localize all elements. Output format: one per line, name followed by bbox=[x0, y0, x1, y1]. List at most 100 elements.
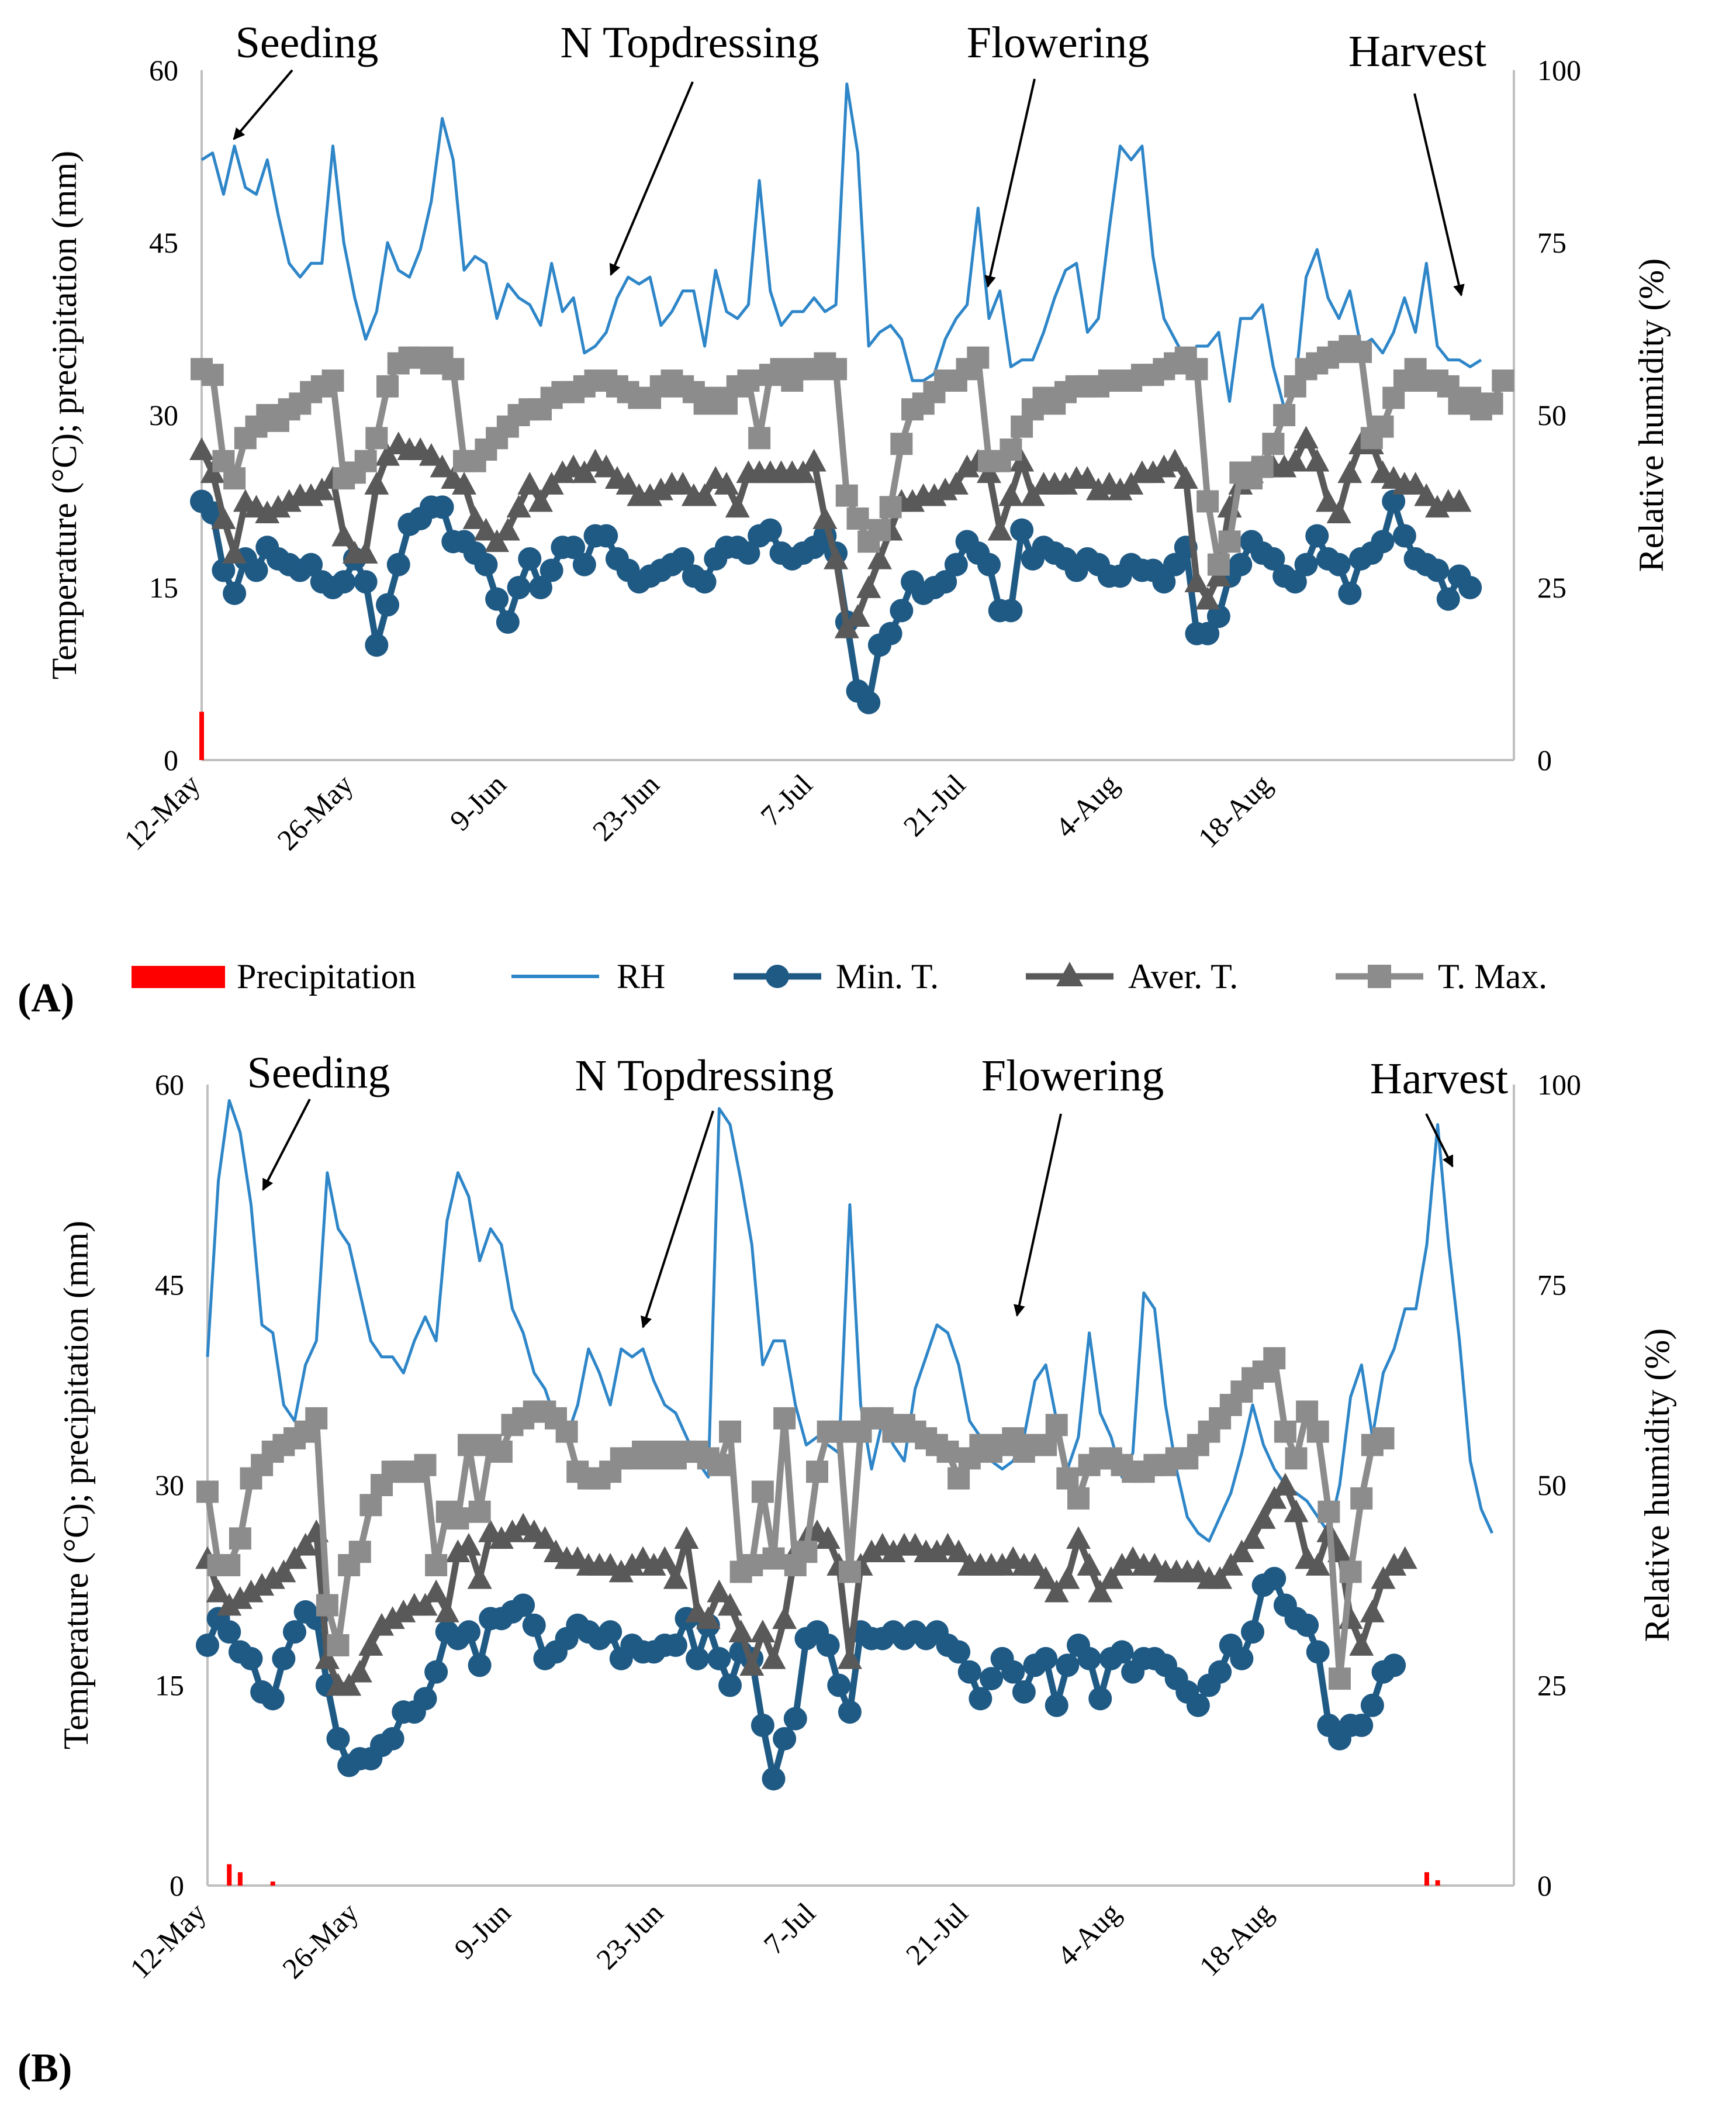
panel-b-min-t-point bbox=[272, 1646, 296, 1670]
panel-b-min-t-point bbox=[511, 1593, 535, 1617]
panel-a-flowering-arrow bbox=[984, 78, 1036, 288]
panel-b-aver-t-point bbox=[652, 1546, 677, 1569]
panel-a-left-tick-label: 60 bbox=[149, 54, 178, 87]
panel-b-min-t-point bbox=[827, 1673, 851, 1697]
panel-b-x-tick-label: 4-Aug bbox=[1050, 1896, 1126, 1972]
panel-a-min-t-point bbox=[857, 690, 881, 714]
panel-b-x-tick-label: 23-Jun bbox=[590, 1896, 669, 1976]
panel-a-aver-t-point bbox=[1315, 489, 1340, 512]
panel-b-right-axis-title: Relative humidity (%) bbox=[1638, 1328, 1676, 1642]
panel-a-min-t-point bbox=[1206, 605, 1230, 629]
panel-a-t-max-point bbox=[376, 375, 399, 398]
panel-b-t-max-point bbox=[490, 1440, 513, 1463]
panel-a-aver-t-point bbox=[462, 506, 487, 529]
panel-a-min-t-point bbox=[594, 524, 618, 548]
panel-b-aver-t-point bbox=[1208, 1566, 1233, 1589]
panel-b-t-max-point bbox=[719, 1420, 741, 1443]
panel-a-right-axis-title: Relative humidity (%) bbox=[1632, 258, 1671, 572]
panel-b-seeding-annotation-label: Seeding bbox=[247, 1048, 390, 1097]
panel-a-min-t-point bbox=[693, 570, 717, 594]
panel-b-min-t-point bbox=[947, 1640, 971, 1664]
panel-a-aver-t-point bbox=[572, 460, 597, 484]
legend-t-max-square-icon bbox=[1368, 965, 1391, 988]
panel-a-seeding-annotation: Seeding bbox=[233, 18, 378, 140]
panel-b-t-max-point bbox=[1285, 1447, 1308, 1470]
panel-b-t-max-point bbox=[1296, 1400, 1319, 1423]
panel-b-t-max-point bbox=[218, 1554, 241, 1576]
panel-b-seeding-annotation: Seeding bbox=[247, 1048, 390, 1191]
panel-a-aver-t-point bbox=[867, 546, 892, 569]
panel-a-aver-t-point bbox=[933, 477, 958, 500]
panel-b-aver-t-point bbox=[815, 1526, 841, 1549]
panel-a-min-t-point bbox=[474, 553, 498, 576]
panel-b-precipitation-bar bbox=[227, 1864, 232, 1886]
panel-b-aver-t-point bbox=[347, 1659, 372, 1683]
panel-a-plot: 0 15 30 45 60 0 25 50 75 100 12-May 26-May 9-Jun 23-J… bbox=[45, 18, 1671, 857]
panel-b-t-max-point bbox=[1350, 1487, 1373, 1510]
panel-a-aver-t-point bbox=[1305, 448, 1330, 472]
panel-a-min-t-point bbox=[879, 622, 902, 645]
panel-b-t-max-point bbox=[359, 1494, 382, 1517]
panel-b-left-tick-label: 30 bbox=[155, 1469, 184, 1501]
panel-a-x-tick-label: 21-Jul bbox=[897, 768, 971, 843]
panel-b-aver-t-point bbox=[990, 1553, 1015, 1576]
panel-a-harvest-arrow bbox=[1413, 93, 1465, 296]
panel-a-right-tick-label: 75 bbox=[1537, 226, 1566, 259]
panel-b-t-max-point bbox=[348, 1541, 371, 1563]
panel-b-t-max-point bbox=[1067, 1487, 1090, 1510]
panel-b-min-t-point bbox=[457, 1620, 480, 1644]
panel-a-t-max-point bbox=[1350, 340, 1372, 363]
panel-a-aver-t-point bbox=[987, 517, 1012, 541]
panel-b-aver-t-point bbox=[369, 1613, 394, 1636]
panel-a-t-max-point bbox=[442, 358, 465, 381]
panel-b-min-t-point bbox=[1306, 1640, 1330, 1664]
panel-b-aver-t-point bbox=[739, 1653, 765, 1676]
panel-a-aver-t-point bbox=[812, 506, 838, 529]
panel-b-t-max-series bbox=[196, 1347, 1395, 1690]
panel-a-min-t-point bbox=[1426, 558, 1450, 582]
panel-a-aver-t-point bbox=[845, 604, 870, 627]
panel-b-min-t-point bbox=[239, 1646, 263, 1670]
panel-a-aver-t-point bbox=[255, 500, 280, 524]
panel-b-min-t-point bbox=[1360, 1693, 1384, 1717]
panel-b-min-t-point bbox=[663, 1634, 687, 1657]
panel-b-aver-t-point bbox=[314, 1646, 340, 1669]
panel-b-min-t-point bbox=[424, 1660, 448, 1684]
panel-a-aver-t-point bbox=[309, 477, 334, 500]
panel-a-t-max-point bbox=[1185, 358, 1208, 381]
panel-b-aver-t-point bbox=[489, 1526, 514, 1549]
panel-b-min-t-point bbox=[957, 1660, 981, 1684]
panel-b-t-max-point bbox=[1035, 1434, 1057, 1456]
panel-a-aver-t-point bbox=[1294, 426, 1319, 449]
panel-b-harvest-annotation-label: Harvest bbox=[1370, 1054, 1508, 1103]
panel-b-aver-t-point bbox=[424, 1579, 449, 1603]
panel-a-left-tick-label: 30 bbox=[149, 399, 178, 431]
panel-a-min-t-point bbox=[1392, 524, 1416, 548]
panel-b-min-t-point bbox=[1295, 1613, 1319, 1637]
panel-a-precipitation-bar bbox=[199, 712, 204, 760]
panel-b-aver-t-point bbox=[1382, 1553, 1407, 1576]
panel-a-aver-t-point bbox=[1403, 472, 1428, 495]
panel-a-t-max-point bbox=[737, 370, 760, 392]
panel-b-min-t-point bbox=[980, 1667, 1003, 1691]
panel-b-min-t-point bbox=[1382, 1653, 1406, 1677]
panel-a-aver-t-point bbox=[517, 472, 542, 495]
panel-b-min-t-point bbox=[1208, 1660, 1232, 1684]
panel-a-aver-t-point bbox=[495, 517, 520, 541]
panel-b-aver-t-point bbox=[1033, 1566, 1059, 1589]
panel-b-min-t-point bbox=[522, 1613, 546, 1637]
panel-b-aver-t-point bbox=[620, 1553, 645, 1576]
panel-a-min-t-point bbox=[562, 536, 586, 560]
panel-b-aver-t-point bbox=[1218, 1553, 1243, 1576]
panel-a-precipitation-series bbox=[199, 712, 204, 760]
panel-a-aver-t-point bbox=[419, 443, 444, 466]
panel-a-rh-series bbox=[200, 82, 1482, 410]
panel-b-aver-t-point bbox=[1360, 1599, 1385, 1622]
panel-a-min-t-point bbox=[977, 553, 1001, 576]
panel-b-aver-t-point bbox=[413, 1593, 438, 1616]
panel-a-t-max-point bbox=[825, 358, 848, 381]
panel-b-min-t-series bbox=[196, 1566, 1406, 1791]
panel-b-t-max-point bbox=[1274, 1420, 1296, 1443]
panel-b-aver-t-point bbox=[1066, 1526, 1091, 1549]
legend-aver-t-triangle-icon bbox=[1056, 962, 1083, 986]
